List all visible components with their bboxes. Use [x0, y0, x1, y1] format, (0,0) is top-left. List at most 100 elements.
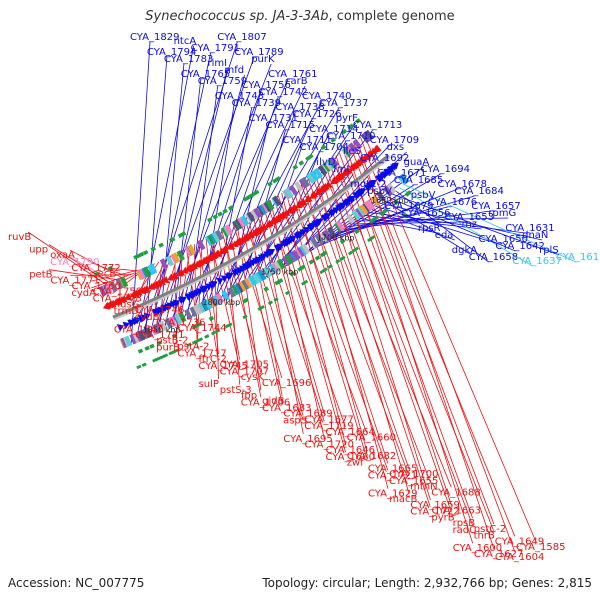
forward-feature-block — [184, 308, 193, 320]
forward-gene-arrow — [276, 243, 284, 251]
leader-line — [353, 142, 516, 537]
reverse-feature-block — [309, 170, 320, 182]
gene-label: CYA_1731 — [249, 113, 298, 124]
reverse-feature-block — [240, 215, 250, 226]
forward-feature-block — [370, 195, 381, 207]
gene-label: CYA_1704 — [299, 142, 348, 153]
forward-feature-block — [384, 185, 395, 196]
forward-marker — [263, 286, 269, 292]
gene-label: CYA_1683 — [262, 403, 311, 414]
gene-label: fmt — [333, 164, 350, 175]
leader-line — [70, 274, 131, 276]
forward-gene-arrow — [179, 296, 187, 304]
forward-feature-block — [150, 324, 159, 336]
reverse-marker — [227, 205, 234, 211]
leader-line — [383, 199, 473, 256]
forward-feature-block — [284, 253, 294, 265]
gene-label: trmD — [114, 306, 140, 317]
forward-marker — [172, 333, 178, 339]
reverse-gene-arrow — [300, 198, 308, 205]
gene-label: CYA_1722 — [410, 507, 459, 518]
forward-feature-block — [376, 191, 386, 202]
outer-marker — [353, 246, 359, 252]
reverse-marker — [247, 193, 254, 199]
gene-label: pstS-3 — [220, 385, 252, 396]
reverse-feature-block — [172, 252, 181, 264]
reverse-marker — [212, 214, 219, 220]
gene-label: CYA_1759 — [198, 76, 247, 87]
reverse-feature-block — [104, 283, 113, 294]
reverse-gene-arrow — [181, 266, 189, 274]
gene-label: purB — [156, 343, 180, 354]
leader-line — [49, 269, 119, 281]
forward-marker — [314, 255, 321, 261]
gene-label: pstA-2 — [177, 341, 209, 352]
forward-feature-block — [227, 286, 237, 298]
leader-line — [266, 202, 346, 428]
leader-line — [307, 188, 371, 253]
gene-label: macB — [389, 494, 417, 505]
outer-marker — [369, 235, 376, 241]
gene-label: CYA_1715 — [266, 120, 315, 131]
reverse-feature-block — [253, 207, 263, 219]
reverse-feature-block — [284, 187, 294, 199]
forward-feature-block — [195, 303, 204, 315]
gene-label: CYA_1739 — [232, 98, 281, 109]
forward-feature-block — [178, 311, 187, 323]
kbp-tick-label: 1800 kbp — [203, 298, 241, 307]
gene-label: CYA_1743 — [215, 91, 264, 102]
leader-line — [314, 170, 410, 495]
forward-marker — [354, 228, 360, 235]
gene-label: CYA_1709 — [370, 135, 419, 146]
leader-line — [324, 163, 431, 501]
reverse-marker — [180, 231, 187, 237]
gene-label: CYA_1663 — [432, 506, 481, 517]
forward-feature-block — [204, 298, 213, 310]
gene-label: CYA_1689 — [283, 409, 332, 420]
leader-line — [342, 150, 494, 531]
outer-marker — [267, 300, 273, 306]
forward-gene-arrow — [133, 317, 141, 325]
gene-label: CYA_1761 — [268, 69, 317, 80]
gene-label: secE — [93, 269, 116, 280]
forward-marker — [322, 250, 328, 256]
forward-gene-arrow — [216, 277, 224, 285]
gene-label: CYA_1656 — [401, 208, 450, 219]
gene-label: rpsR — [418, 223, 441, 234]
gene-label: fbp — [241, 390, 257, 401]
forward-feature-block — [174, 313, 183, 325]
gene-label: CYA_1721 — [368, 470, 417, 481]
gene-label: guaA — [404, 157, 430, 168]
gene-label: CYA_1618 — [556, 252, 600, 263]
forward-feature-block — [252, 273, 261, 284]
reverse-feature-block — [142, 266, 151, 278]
forward-marker — [300, 264, 306, 270]
kbp-tick-label: 1650 kbp — [371, 196, 409, 205]
outer-marker — [327, 264, 333, 269]
leader-line — [270, 200, 325, 440]
forward-feature-block — [310, 237, 320, 249]
kbp-tick-label: 1700 kbp — [317, 233, 355, 242]
gene-label: nusG — [114, 299, 140, 310]
forward-gene-arrow — [226, 272, 234, 280]
forward-feature-block — [144, 327, 153, 338]
gene-label: carB — [285, 76, 308, 87]
gene-label: CYA_1794 — [147, 47, 196, 58]
leader-line — [91, 268, 144, 282]
gene-label: CYA_1747 — [114, 324, 163, 335]
leader-line — [354, 217, 509, 222]
reverse-gene-arrow — [177, 268, 186, 276]
topology-text: Topology: circular; Length: 2,932,766 bp… — [262, 576, 592, 590]
reverse-feature-block — [159, 258, 169, 270]
reverse-gene-arrow — [214, 249, 222, 257]
gene-label: CYA_1705 — [220, 360, 269, 371]
gene-label: CYA_1765 — [181, 69, 230, 80]
reverse-marker — [267, 181, 273, 187]
reverse-feature-block — [120, 276, 129, 288]
reverse-feature-block — [344, 144, 355, 156]
gene-label: CYA_1736 — [156, 318, 205, 329]
forward-feature-block — [351, 209, 361, 221]
outer-marker — [227, 322, 233, 327]
gene-label: CYA_1655 — [389, 476, 438, 487]
gene-label: CYA_1746 — [135, 305, 184, 316]
